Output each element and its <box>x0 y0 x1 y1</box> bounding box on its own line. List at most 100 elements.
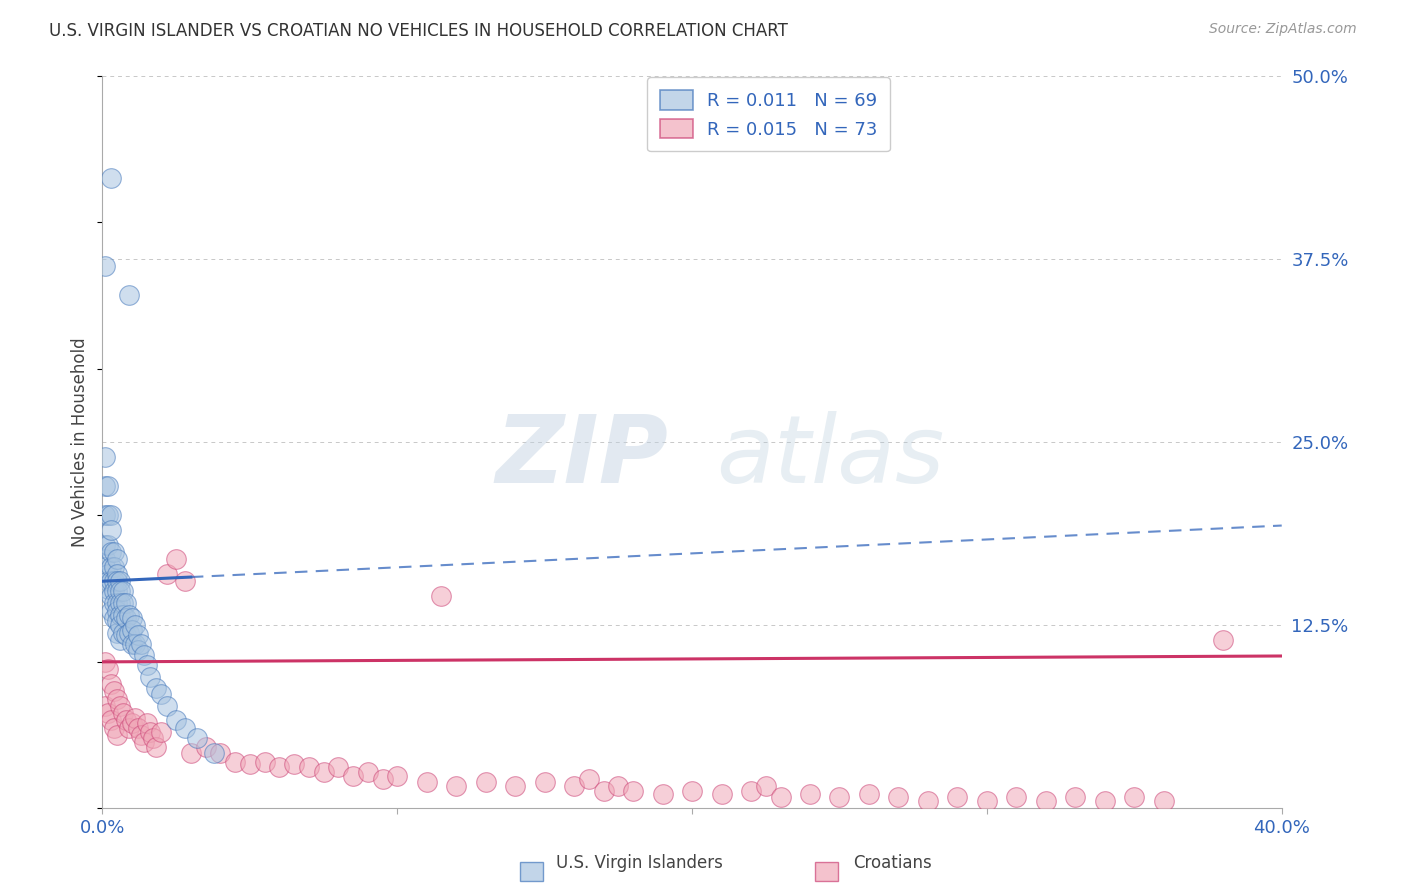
Point <box>100 603 122 617</box>
Point <box>112 625 135 640</box>
Text: ZIP: ZIP <box>496 410 668 502</box>
Point <box>121 611 143 625</box>
Point <box>105 625 128 640</box>
Point <box>103 545 125 559</box>
Point <box>138 725 160 739</box>
Point <box>283 757 305 772</box>
Point <box>97 479 120 493</box>
Point <box>94 552 117 566</box>
Point <box>108 618 131 632</box>
Point <box>121 637 143 651</box>
Point <box>224 755 246 769</box>
Point <box>112 596 135 610</box>
Point <box>124 618 146 632</box>
Point <box>165 552 187 566</box>
Y-axis label: No Vehicles in Household: No Vehicles in Household <box>72 337 89 547</box>
Point <box>578 772 600 786</box>
Point <box>127 628 149 642</box>
Point <box>1064 789 1087 804</box>
Point <box>103 596 125 610</box>
Text: Croatians: Croatians <box>853 855 932 872</box>
Point <box>100 677 122 691</box>
Point <box>132 648 155 662</box>
Point <box>103 611 125 625</box>
Point <box>100 171 122 186</box>
Point <box>533 775 555 789</box>
Point <box>828 789 851 804</box>
Point <box>105 552 128 566</box>
Point <box>887 789 910 804</box>
Point <box>108 596 131 610</box>
Point <box>105 596 128 610</box>
Point <box>342 769 364 783</box>
Point <box>100 545 122 559</box>
Text: U.S. VIRGIN ISLANDER VS CROATIAN NO VEHICLES IN HOUSEHOLD CORRELATION CHART: U.S. VIRGIN ISLANDER VS CROATIAN NO VEHI… <box>49 22 789 40</box>
Point <box>174 721 197 735</box>
Point <box>1094 794 1116 808</box>
Point <box>740 784 762 798</box>
Point <box>103 574 125 589</box>
Point <box>135 657 157 672</box>
Legend: R = 0.011   N = 69, R = 0.015   N = 73: R = 0.011 N = 69, R = 0.015 N = 73 <box>647 78 890 152</box>
Point <box>115 596 138 610</box>
Point <box>651 787 673 801</box>
Point <box>100 559 122 574</box>
Point <box>94 508 117 523</box>
Point <box>118 625 141 640</box>
Point <box>135 716 157 731</box>
Point <box>1005 789 1028 804</box>
Point <box>681 784 703 798</box>
Point <box>150 725 173 739</box>
Point <box>97 508 120 523</box>
Point <box>121 623 143 637</box>
Point <box>976 794 998 808</box>
Point <box>186 731 208 745</box>
Point <box>1035 794 1057 808</box>
Point <box>755 780 778 794</box>
Point <box>97 566 120 581</box>
Point <box>298 760 321 774</box>
Point <box>103 584 125 599</box>
Point <box>253 755 276 769</box>
Point <box>94 655 117 669</box>
Point <box>118 607 141 622</box>
Point <box>145 739 167 754</box>
Point <box>124 710 146 724</box>
Point <box>710 787 733 801</box>
Point <box>138 669 160 683</box>
Point <box>1153 794 1175 808</box>
Point <box>145 681 167 696</box>
Point <box>94 698 117 713</box>
Point <box>94 450 117 464</box>
Text: atlas: atlas <box>716 411 943 502</box>
Point <box>105 728 128 742</box>
Point <box>132 735 155 749</box>
Point <box>357 764 380 779</box>
Point <box>97 582 120 596</box>
Point <box>105 603 128 617</box>
Point <box>108 698 131 713</box>
Point <box>118 288 141 302</box>
Point <box>129 637 152 651</box>
Point <box>165 714 187 728</box>
Point <box>97 706 120 721</box>
Point <box>124 637 146 651</box>
Point <box>858 787 880 801</box>
Point <box>94 259 117 273</box>
Point <box>180 746 202 760</box>
Point <box>156 566 179 581</box>
Point <box>105 574 128 589</box>
Point <box>103 559 125 574</box>
Point <box>108 607 131 622</box>
Point <box>103 684 125 698</box>
Point <box>328 760 350 774</box>
Point <box>474 775 496 789</box>
Point <box>239 757 262 772</box>
Point <box>100 714 122 728</box>
Point <box>121 716 143 731</box>
Point <box>562 780 585 794</box>
Point <box>100 574 122 589</box>
Point <box>769 789 792 804</box>
Point <box>115 611 138 625</box>
Point <box>97 574 120 589</box>
